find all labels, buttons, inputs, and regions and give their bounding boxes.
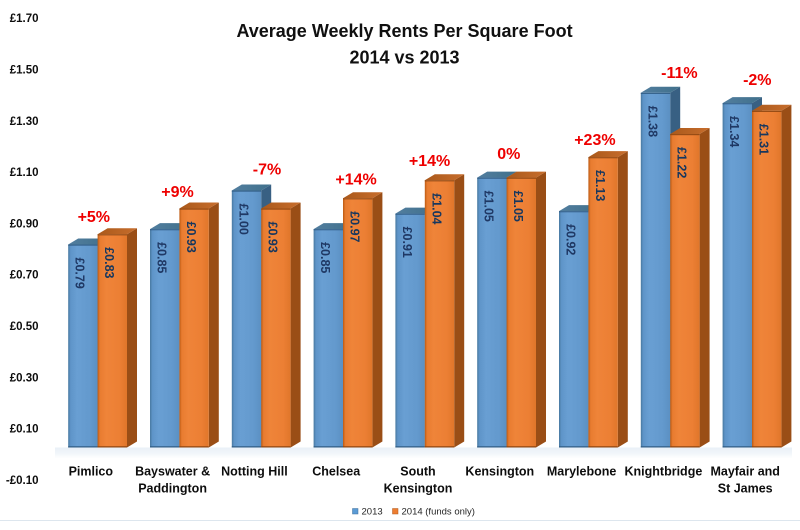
svg-text:2014 (funds only): 2014 (funds only) bbox=[402, 507, 475, 518]
svg-text:£1.70: £1.70 bbox=[10, 13, 39, 25]
svg-text:£1.00: £1.00 bbox=[236, 204, 250, 235]
svg-text:Chelsea: Chelsea bbox=[312, 465, 361, 479]
svg-text:£0.30: £0.30 bbox=[10, 372, 39, 384]
svg-text:St James: St James bbox=[718, 482, 773, 496]
svg-text:Kensington: Kensington bbox=[384, 482, 453, 496]
svg-text:£1.04: £1.04 bbox=[429, 193, 443, 224]
svg-text:2013: 2013 bbox=[362, 507, 383, 518]
svg-text:£0.70: £0.70 bbox=[10, 270, 39, 282]
svg-text:£0.85: £0.85 bbox=[155, 242, 169, 273]
svg-text:£1.13: £1.13 bbox=[593, 170, 607, 201]
svg-text:£0.93: £0.93 bbox=[184, 222, 198, 253]
svg-text:£0.83: £0.83 bbox=[102, 247, 116, 278]
svg-text:+9%: +9% bbox=[161, 184, 193, 201]
svg-text:-7%: -7% bbox=[253, 161, 281, 178]
svg-text:0%: 0% bbox=[497, 146, 520, 163]
svg-text:£0.93: £0.93 bbox=[266, 222, 280, 253]
svg-text:£1.30: £1.30 bbox=[10, 116, 39, 128]
svg-text:£1.34: £1.34 bbox=[727, 116, 741, 147]
svg-text:£0.10: £0.10 bbox=[10, 424, 39, 436]
svg-text:2014 vs 2013: 2014 vs 2013 bbox=[349, 48, 459, 68]
svg-text:South: South bbox=[400, 465, 435, 479]
svg-text:+5%: +5% bbox=[78, 209, 110, 226]
svg-text:£0.90: £0.90 bbox=[10, 218, 39, 230]
svg-text:-2%: -2% bbox=[743, 72, 771, 89]
svg-text:Paddington: Paddington bbox=[138, 482, 207, 496]
svg-text:£0.97: £0.97 bbox=[348, 211, 362, 242]
svg-text:Marylebone: Marylebone bbox=[547, 465, 617, 479]
svg-text:Pimlico: Pimlico bbox=[69, 465, 114, 479]
svg-text:£0.50: £0.50 bbox=[10, 321, 39, 333]
svg-text:£1.50: £1.50 bbox=[10, 64, 39, 76]
svg-text:Average Weekly Rents Per Squar: Average Weekly Rents Per Square Foot bbox=[236, 21, 572, 41]
svg-text:£1.10: £1.10 bbox=[10, 167, 39, 179]
svg-text:Knightbridge: Knightbridge bbox=[625, 465, 703, 479]
svg-text:+14%: +14% bbox=[409, 153, 450, 170]
svg-text:£0.85: £0.85 bbox=[318, 242, 332, 273]
svg-text:£1.05: £1.05 bbox=[511, 191, 525, 222]
svg-text:£1.05: £1.05 bbox=[482, 191, 496, 222]
svg-text:Notting Hill: Notting Hill bbox=[221, 465, 288, 479]
svg-text:+14%: +14% bbox=[335, 172, 376, 189]
svg-text:£0.79: £0.79 bbox=[73, 258, 87, 289]
svg-text:£1.31: £1.31 bbox=[757, 124, 771, 155]
svg-text:+23%: +23% bbox=[574, 132, 615, 149]
svg-text:£1.22: £1.22 bbox=[675, 147, 689, 178]
svg-text:-£0.10: -£0.10 bbox=[6, 475, 39, 487]
svg-text:£0.91: £0.91 bbox=[400, 227, 414, 258]
svg-text:£0.92: £0.92 bbox=[564, 224, 578, 255]
svg-text:-11%: -11% bbox=[661, 65, 697, 82]
svg-text:Kensington: Kensington bbox=[465, 465, 534, 479]
svg-text:£1.38: £1.38 bbox=[645, 106, 659, 137]
svg-text:Mayfair and: Mayfair and bbox=[710, 465, 779, 479]
svg-text:Bayswater &: Bayswater & bbox=[135, 465, 210, 479]
